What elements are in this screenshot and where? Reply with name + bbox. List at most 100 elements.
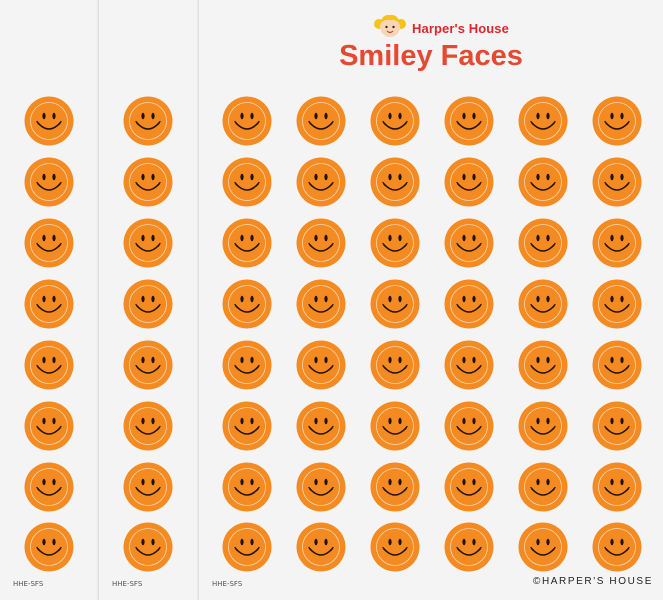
smiley-face-icon — [24, 340, 74, 390]
sticker-sheet-front: HHE-SFS — [199, 0, 663, 600]
sheet-code: HHE-SFS — [13, 580, 44, 588]
smiley-sticker — [296, 340, 346, 390]
smiley-sticker — [518, 340, 568, 390]
sheet-code: HHE-SFS — [212, 580, 243, 588]
smiley-face-icon — [222, 157, 272, 207]
smiley-sticker — [123, 218, 173, 268]
smiley-face-icon — [592, 340, 642, 390]
smiley-face-icon — [518, 401, 568, 451]
smiley-sticker — [296, 401, 346, 451]
smiley-face-icon — [123, 279, 173, 329]
smiley-sticker — [123, 96, 173, 146]
smiley-face-icon — [296, 157, 346, 207]
smiley-face-icon — [592, 401, 642, 451]
smiley-face-icon — [518, 462, 568, 512]
smiley-face-icon — [222, 218, 272, 268]
smiley-sticker — [296, 462, 346, 512]
smiley-sticker — [24, 96, 74, 146]
smiley-face-icon — [123, 401, 173, 451]
smiley-face-icon — [24, 401, 74, 451]
smiley-face-icon — [592, 157, 642, 207]
smiley-face-icon — [222, 522, 272, 572]
smiley-sticker — [24, 340, 74, 390]
smiley-face-icon — [518, 218, 568, 268]
brand-name: Harper's House — [412, 21, 509, 36]
smiley-sticker — [518, 218, 568, 268]
smiley-face-icon — [444, 522, 494, 572]
smiley-face-icon — [222, 401, 272, 451]
smiley-face-icon — [296, 340, 346, 390]
smiley-sticker — [24, 218, 74, 268]
smiley-sticker — [592, 96, 642, 146]
smiley-face-icon — [123, 462, 173, 512]
smiley-sticker — [123, 522, 173, 572]
smiley-sticker — [518, 522, 568, 572]
smiley-face-icon — [370, 522, 420, 572]
smiley-sticker — [24, 157, 74, 207]
smiley-sticker — [222, 157, 272, 207]
smiley-sticker — [24, 401, 74, 451]
smiley-face-icon — [24, 218, 74, 268]
smiley-sticker — [518, 157, 568, 207]
smiley-sticker — [592, 401, 642, 451]
smiley-face-icon — [370, 218, 420, 268]
smiley-sticker — [296, 218, 346, 268]
smiley-sticker — [222, 401, 272, 451]
smiley-face-icon — [24, 157, 74, 207]
smiley-sticker — [296, 96, 346, 146]
smiley-face-icon — [592, 279, 642, 329]
smiley-face-icon — [444, 340, 494, 390]
smiley-sticker — [444, 462, 494, 512]
smiley-face-icon — [296, 462, 346, 512]
smiley-sticker — [444, 522, 494, 572]
smiley-face-icon — [518, 279, 568, 329]
smiley-face-icon — [444, 157, 494, 207]
smiley-sticker — [222, 522, 272, 572]
smiley-sticker — [518, 279, 568, 329]
smiley-face-icon — [444, 462, 494, 512]
smiley-face-icon — [222, 279, 272, 329]
smiley-sticker — [24, 462, 74, 512]
smiley-sticker — [444, 401, 494, 451]
smiley-face-icon — [370, 401, 420, 451]
smiley-sticker — [518, 96, 568, 146]
smiley-face-icon — [518, 96, 568, 146]
smiley-sticker — [444, 279, 494, 329]
smiley-face-icon — [222, 340, 272, 390]
smiley-face-icon — [444, 279, 494, 329]
smiley-sticker — [592, 218, 642, 268]
smiley-face-icon — [123, 522, 173, 572]
smiley-sticker — [370, 157, 420, 207]
smiley-face-icon — [370, 157, 420, 207]
smiley-face-icon — [296, 279, 346, 329]
smiley-sticker — [222, 96, 272, 146]
smiley-sticker — [592, 157, 642, 207]
smiley-face-icon — [24, 96, 74, 146]
smiley-sticker — [123, 157, 173, 207]
smiley-face-icon — [518, 522, 568, 572]
smiley-sticker — [370, 279, 420, 329]
smiley-face-icon — [24, 462, 74, 512]
smiley-face-icon — [123, 96, 173, 146]
smiley-sticker — [592, 340, 642, 390]
smiley-face-icon — [123, 340, 173, 390]
smiley-face-icon — [24, 522, 74, 572]
smiley-face-icon — [370, 340, 420, 390]
smiley-sticker — [222, 218, 272, 268]
smiley-face-icon — [518, 157, 568, 207]
smiley-face-icon — [222, 96, 272, 146]
smiley-sticker — [296, 279, 346, 329]
smiley-sticker — [592, 522, 642, 572]
smiley-sticker — [370, 462, 420, 512]
smiley-sticker — [123, 462, 173, 512]
smiley-face-icon — [370, 279, 420, 329]
smiley-sticker — [24, 522, 74, 572]
smiley-face-icon — [123, 218, 173, 268]
copyright-text: ©HARPER'S HOUSE — [533, 576, 653, 587]
smiley-face-icon — [444, 218, 494, 268]
smiley-sticker — [123, 401, 173, 451]
smiley-sticker — [444, 218, 494, 268]
smiley-face-icon — [296, 522, 346, 572]
smiley-sticker — [296, 157, 346, 207]
smiley-sticker — [444, 96, 494, 146]
